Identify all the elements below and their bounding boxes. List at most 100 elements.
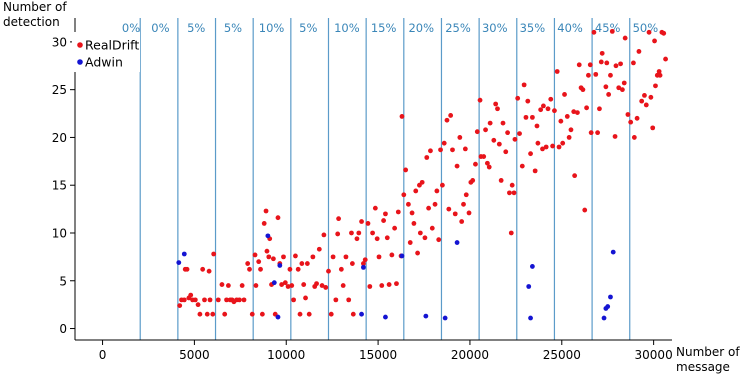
realdrift-point-145 [481, 154, 487, 159]
realdrift-point-16 [210, 311, 216, 317]
realdrift-point-201 [591, 29, 597, 35]
axes [74, 18, 672, 341]
realdrift-point-96 [383, 211, 388, 217]
realdrift-point-208 [604, 60, 610, 66]
realdrift-point-158 [507, 190, 512, 196]
realdrift-point-175 [540, 146, 545, 152]
realdrift-point-234 [656, 69, 662, 74]
realdrift-point-79 [346, 297, 352, 303]
realdrift-point-58 [299, 261, 305, 266]
realdrift-point-183 [556, 144, 562, 150]
realdrift-point-195 [580, 87, 586, 93]
realdrift-point-196 [582, 207, 588, 213]
realdrift-point-188 [566, 135, 572, 140]
realdrift-point-228 [646, 29, 652, 35]
realdrift-point-111 [413, 188, 419, 194]
realdrift-point-9 [195, 302, 201, 308]
region-label-10: 30% [482, 21, 508, 35]
x-tick-label-0: 0 [99, 348, 107, 362]
realdrift-point-27 [237, 297, 242, 303]
realdrift-point-193 [576, 62, 582, 68]
adwin-point-18 [605, 304, 611, 309]
x-tick-label-4: 20000 [451, 348, 489, 362]
realdrift-point-90 [370, 230, 375, 236]
realdrift-point-66 [316, 246, 322, 252]
realdrift-point-57 [297, 311, 303, 317]
realdrift-point-147 [484, 160, 490, 166]
realdrift-point-15 [207, 297, 213, 303]
realdrift-point-121 [432, 201, 438, 207]
realdrift-point-112 [415, 250, 420, 256]
realdrift-point-84 [356, 230, 362, 236]
region-label-6: 10% [334, 21, 360, 35]
realdrift-point-216 [620, 87, 625, 93]
realdrift-point-211 [609, 28, 615, 34]
realdrift-point-238 [663, 56, 668, 62]
adwin-point-0 [176, 260, 182, 266]
realdrift-point-187 [564, 114, 570, 119]
realdrift-point-182 [554, 69, 560, 74]
realdrift-point-107 [406, 201, 411, 207]
realdrift-point-52 [287, 266, 293, 272]
realdrift-point-127 [444, 117, 450, 123]
realdrift-point-82 [350, 311, 356, 317]
realdrift-point-102 [395, 209, 401, 215]
realdrift-point-35 [256, 259, 262, 265]
realdrift-point-130 [450, 147, 455, 153]
adwin-point-9 [399, 253, 405, 259]
realdrift-point-138 [466, 210, 472, 216]
realdrift-point-212 [612, 134, 618, 139]
realdrift-point-67 [319, 283, 325, 288]
realdrift-point-215 [618, 61, 623, 67]
realdrift-point-214 [616, 85, 622, 91]
realdrift-point-190 [571, 109, 577, 115]
realdrift-point-206 [599, 50, 605, 56]
realdrift-point-149 [487, 120, 493, 126]
legend-marker-adwin [77, 59, 83, 65]
realdrift-point-172 [534, 123, 540, 129]
realdrift-point-199 [587, 62, 593, 68]
realdrift-point-203 [595, 130, 601, 136]
realdrift-point-154 [498, 178, 504, 183]
adwin-point-4 [275, 314, 281, 320]
adwin-point-8 [383, 314, 388, 320]
region-dividers [139, 18, 631, 340]
realdrift-point-210 [608, 72, 613, 78]
realdrift-point-141 [473, 161, 478, 167]
realdrift-point-227 [643, 102, 649, 108]
realdrift-point-46 [275, 215, 281, 221]
realdrift-point-61 [304, 261, 310, 266]
realdrift-point-87 [362, 257, 368, 263]
realdrift-point-77 [340, 283, 346, 288]
realdrift-point-126 [441, 140, 447, 146]
realdrift-point-219 [625, 112, 631, 117]
realdrift-point-174 [538, 107, 544, 113]
realdrift-point-39 [263, 208, 269, 214]
region-label-3: 5% [224, 21, 242, 35]
realdrift-point-226 [642, 92, 647, 98]
region-label-5: 5% [299, 21, 317, 35]
realdrift-point-205 [598, 59, 604, 65]
y-tick-label-4: 20 [52, 131, 67, 145]
adwin-point-3 [271, 280, 277, 286]
realdrift-point-81 [349, 261, 355, 266]
realdrift-point-131 [452, 211, 458, 217]
realdrift-point-176 [541, 103, 546, 109]
realdrift-point-83 [354, 236, 360, 242]
legend-box [72, 32, 140, 72]
realdrift-point-117 [424, 155, 430, 160]
realdrift-point-220 [628, 119, 634, 125]
region-label-7: 15% [371, 21, 397, 35]
realdrift-point-28 [239, 283, 245, 288]
realdrift-point-123 [436, 237, 442, 243]
realdrift-point-207 [603, 84, 609, 90]
realdrift-point-143 [477, 97, 483, 103]
y-axis-title-line-2: detection [3, 15, 60, 29]
realdrift-point-62 [306, 311, 312, 317]
realdrift-point-68 [321, 232, 327, 238]
realdrift-point-69 [323, 285, 329, 290]
adwin-point-5 [277, 263, 283, 268]
realdrift-point-12 [202, 297, 207, 303]
realdrift-point-191 [572, 173, 578, 179]
realdrift-point-6 [188, 292, 194, 298]
